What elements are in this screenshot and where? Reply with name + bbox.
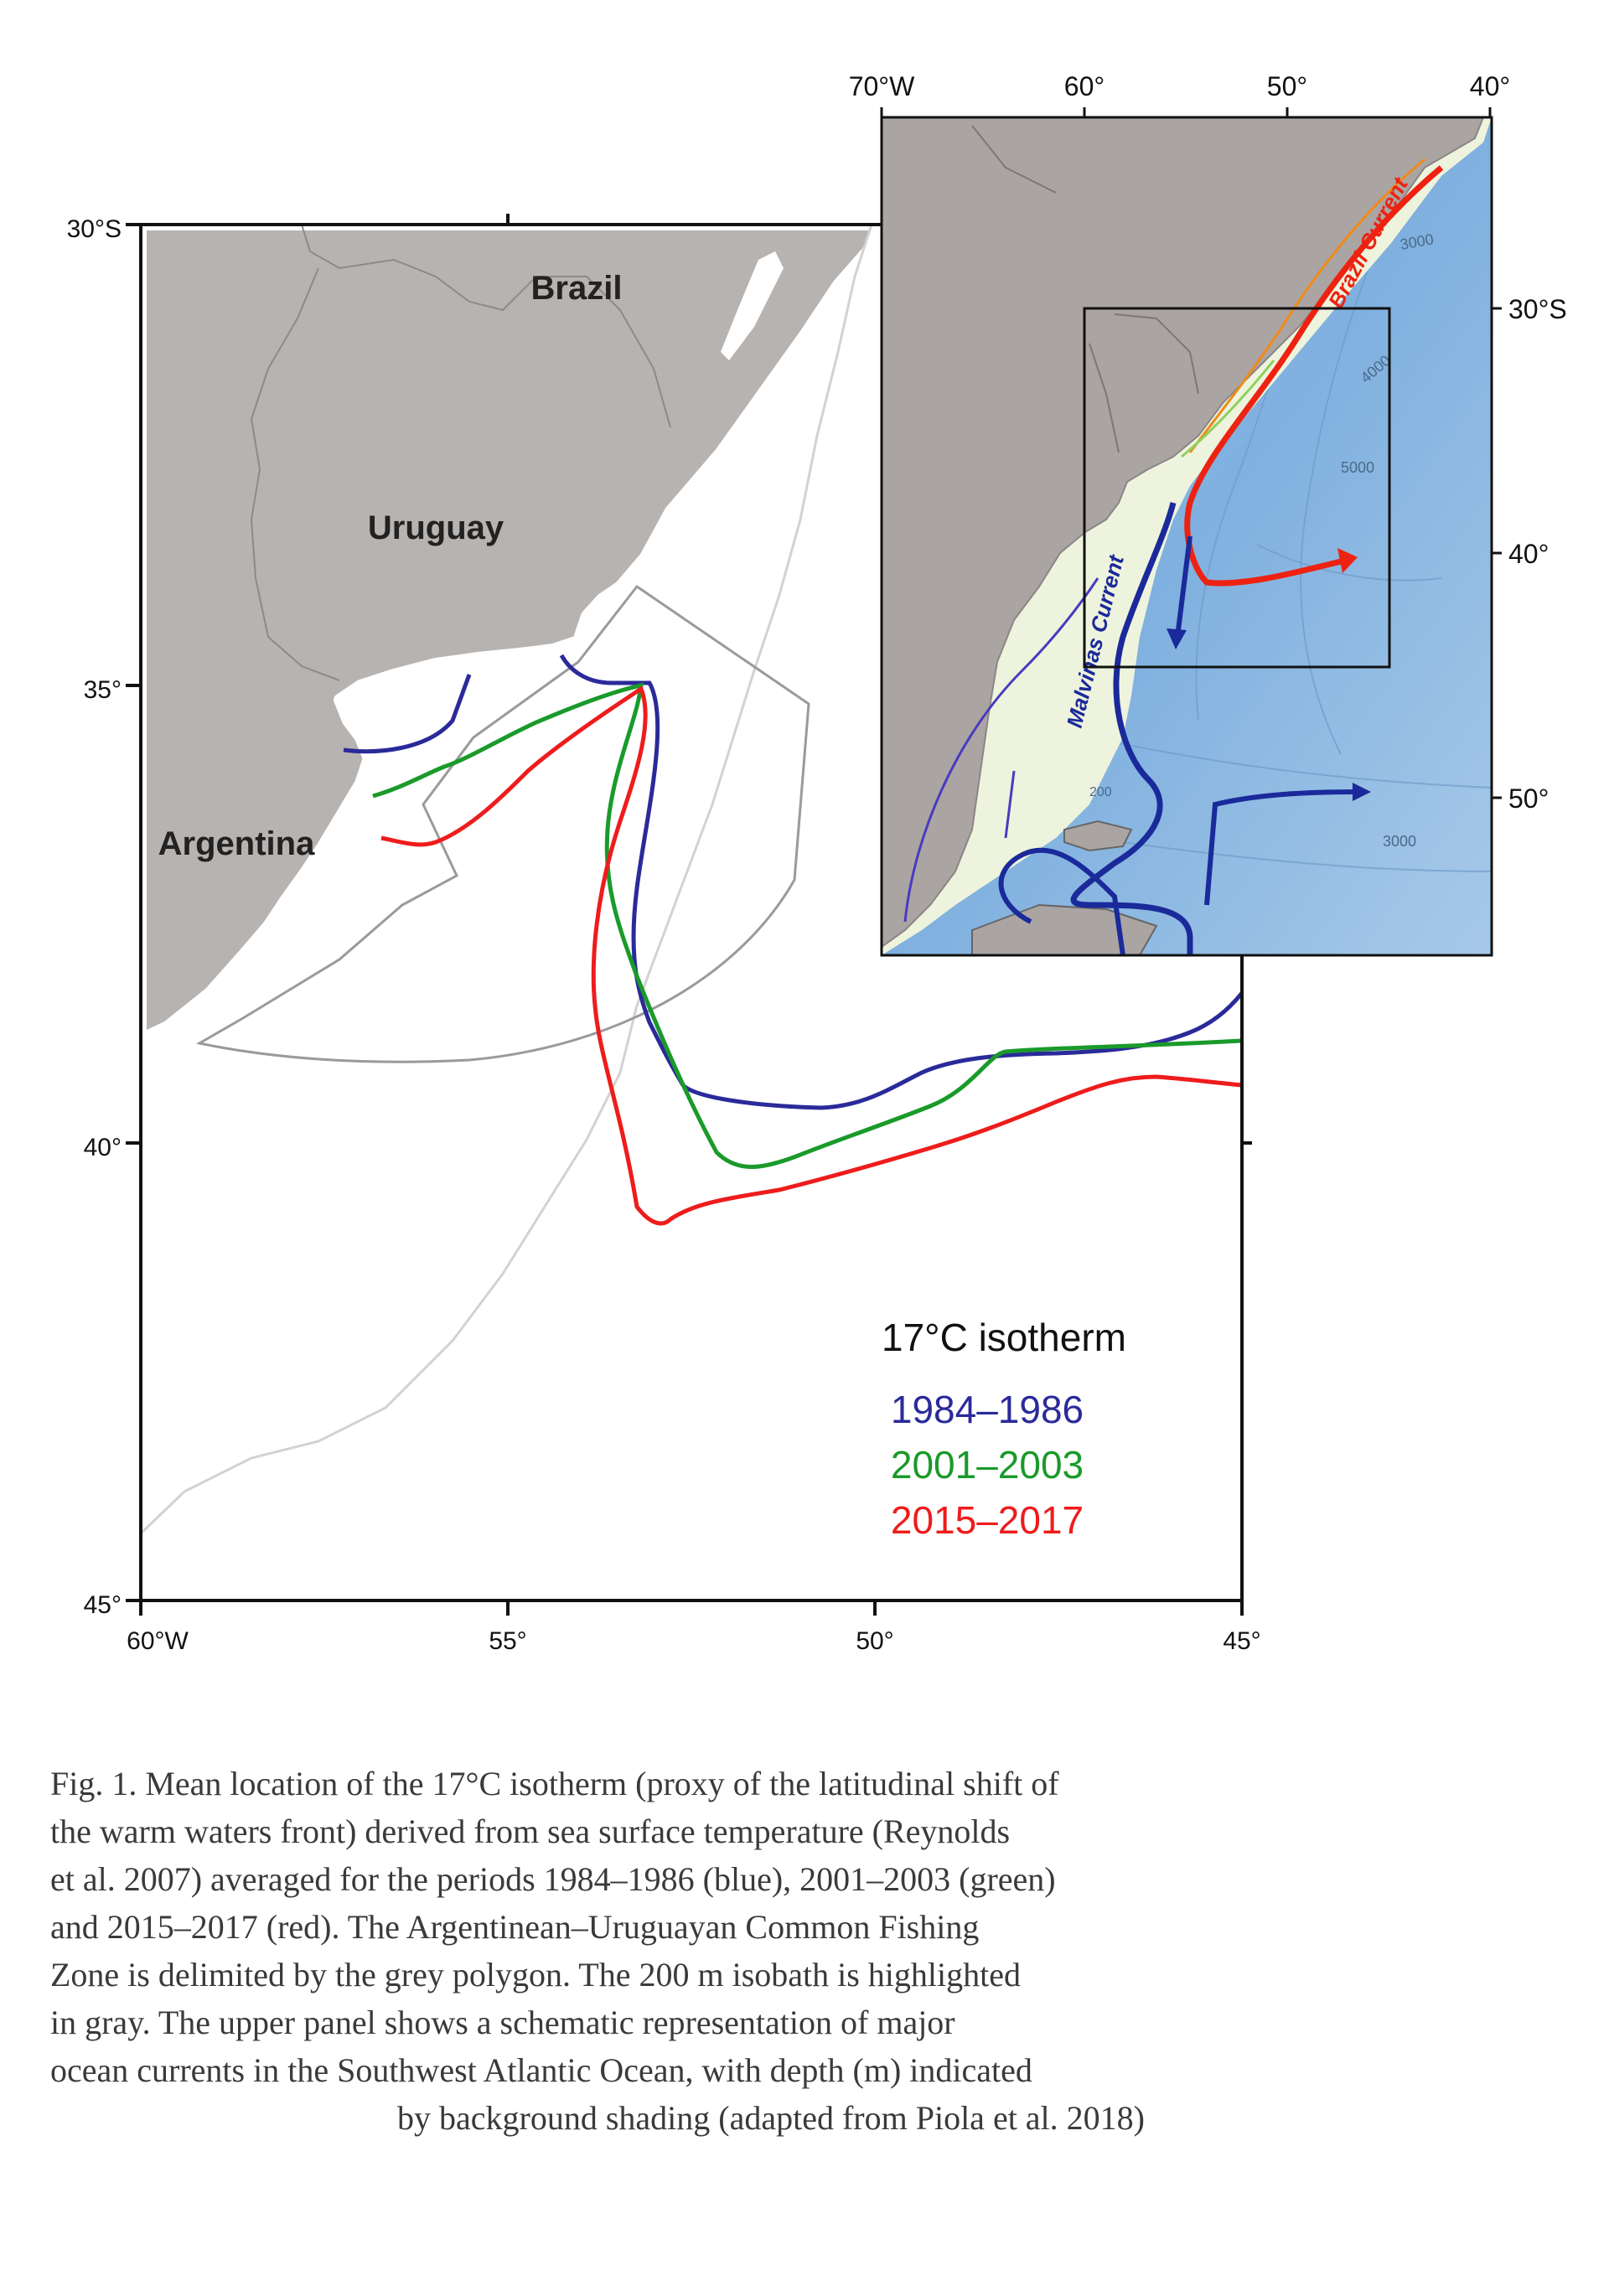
lon-label-60w: 60°W <box>127 1627 189 1655</box>
lat-label-35: 35° <box>84 676 122 704</box>
inset-islands <box>1063 820 1133 852</box>
isobath-200m <box>141 225 873 1535</box>
label-argentina: Argentina <box>158 825 315 862</box>
caption-line: et al. 2007) averaged for the periods 19… <box>50 1860 1056 1898</box>
legend-entry-2015-2017: 2015–2017 <box>891 1498 1084 1542</box>
caption-line: by background shading (adapted from Piol… <box>397 2099 1145 2137</box>
lon-label-45: 45° <box>1223 1627 1260 1655</box>
figure-caption: Fig. 1. Mean location of the 17°C isothe… <box>50 1760 1492 2142</box>
legend-entry-1984-1986: 1984–1986 <box>891 1388 1084 1431</box>
lon-label-55: 55° <box>489 1627 526 1655</box>
inset-lon-label-70w: 70°W <box>849 71 915 101</box>
inset-map-frame <box>880 116 1493 957</box>
inset-map: 3000 4000 5000 3000 200 Brazil Current M… <box>849 71 1567 957</box>
caption-line: ocean currents in the Southwest Atlantic… <box>50 2051 1032 2089</box>
isotherm-2001-2003 <box>372 682 1242 1169</box>
isotherm-1984-1986 <box>343 654 1242 1110</box>
depth-label-3000-south: 3000 <box>1383 833 1416 850</box>
depth-label-5000: 5000 <box>1341 459 1374 476</box>
label-brazil: Brazil <box>531 270 623 307</box>
inset-study-area-box <box>1083 307 1391 669</box>
legend-entry-2001-2003: 2001–2003 <box>891 1443 1084 1487</box>
inset-lon-label-50: 50° <box>1267 71 1307 101</box>
lon-label-50: 50° <box>856 1627 893 1655</box>
land-mass <box>141 225 886 1045</box>
caption-line: Fig. 1. Mean location of the 17°C isothe… <box>50 1765 1059 1802</box>
isotherm-2015-2017 <box>380 685 1242 1226</box>
inset-lon-label-40: 40° <box>1470 71 1510 101</box>
brazil-current <box>1184 165 1444 587</box>
lat-label-45: 45° <box>84 1591 122 1619</box>
inset-lat-label-50: 50° <box>1508 783 1549 814</box>
caption-line: Zone is delimited by the grey polygon. T… <box>50 1956 1022 1993</box>
legend-title: 17°C isotherm <box>882 1316 1126 1359</box>
common-fishing-zone <box>195 584 810 1063</box>
inset-lat-label-30s: 30°S <box>1508 294 1567 324</box>
legend: 17°C isotherm 1984–1986 2001–2003 2015–2… <box>882 1316 1126 1542</box>
caption-line: the warm waters front) derived from sea … <box>50 1812 1011 1850</box>
lat-label-30s: 30°S <box>67 215 122 243</box>
label-uruguay: Uruguay <box>368 509 504 546</box>
coastal-lagoon <box>721 251 784 360</box>
main-map-ticks <box>126 214 1252 1616</box>
inset-lat-label-40: 40° <box>1508 539 1549 569</box>
map-figure: Brazil Uruguay Argentina 30°S 35° 40° 45… <box>67 71 1567 1655</box>
inset-tierra-del-fuego <box>971 903 1158 955</box>
lat-label-40: 40° <box>84 1134 122 1161</box>
country-borders <box>250 225 671 681</box>
caption-line: in gray. The upper panel shows a schemat… <box>50 2004 955 2041</box>
caption-line: and 2015–2017 (red). The Argentinean–Uru… <box>50 1908 980 1946</box>
depth-label-200: 200 <box>1089 785 1112 799</box>
inset-lon-label-60: 60° <box>1064 71 1105 101</box>
